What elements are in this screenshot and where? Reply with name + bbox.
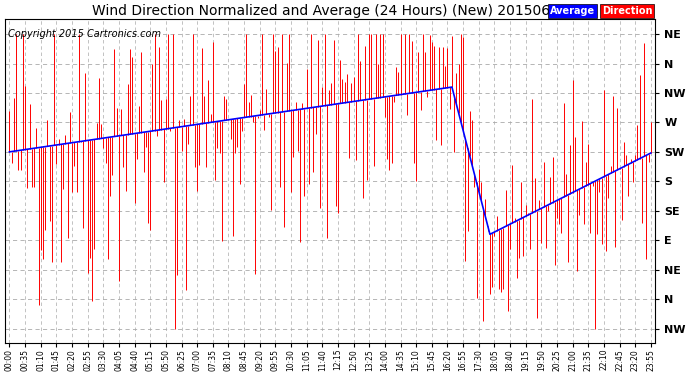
Text: Copyright 2015 Cartronics.com: Copyright 2015 Cartronics.com	[8, 29, 161, 39]
Text: Average: Average	[550, 6, 595, 16]
Text: Direction: Direction	[602, 6, 653, 16]
Title: Wind Direction Normalized and Average (24 Hours) (New) 20150610: Wind Direction Normalized and Average (2…	[92, 4, 568, 18]
